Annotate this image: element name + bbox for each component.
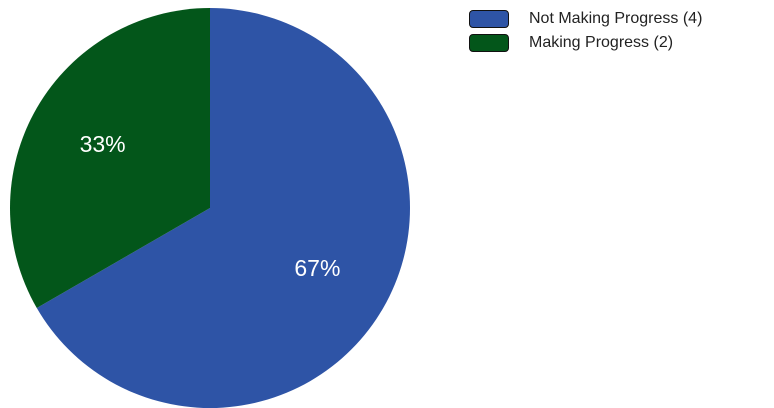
legend-swatch-not-making-progress: [469, 10, 509, 28]
legend-item-making-progress: Making Progress (2): [469, 32, 702, 54]
legend-label-making-progress: Making Progress (2): [529, 34, 674, 51]
pie-slice-0: [36, 8, 410, 408]
legend-item-not-making-progress: Not Making Progress (4): [469, 8, 702, 30]
legend-label-not-making-progress: Not Making Progress (4): [529, 10, 703, 27]
legend-swatch-making-progress: [469, 34, 509, 52]
pie-slice-1: [9, 8, 210, 308]
pie-slice-label-1: 33%: [80, 131, 126, 157]
pie-slice-label-0: 67%: [294, 255, 340, 281]
legend: Not Making Progress (4) Making Progress …: [469, 8, 702, 56]
